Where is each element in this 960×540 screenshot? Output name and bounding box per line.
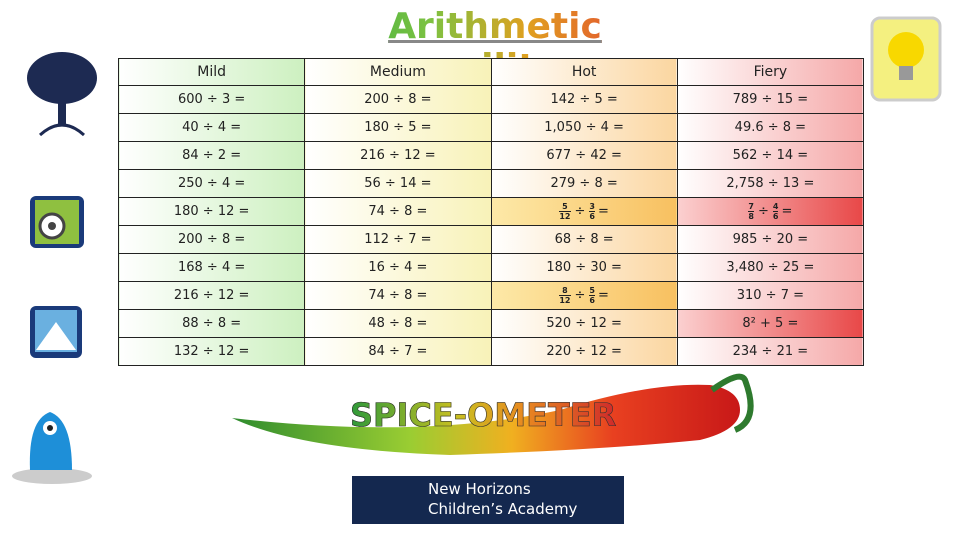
denominator: 12: [559, 296, 571, 305]
question-cell: 142 ÷ 5 =: [490, 85, 678, 114]
fraction: 5 12: [559, 202, 571, 221]
fraction: 8 12: [559, 286, 571, 305]
numerator: 7: [748, 202, 754, 212]
question-cell: 40 ÷ 4 =: [117, 113, 306, 142]
question-cell: 84 ÷ 7 =: [304, 337, 492, 366]
logo-line: New Horizons: [428, 480, 531, 498]
spice-ometer: SPICE-OMETER: [350, 396, 617, 435]
question-cell: 789 ÷ 15 =: [676, 85, 865, 114]
question-cell: 1,050 ÷ 4 =: [490, 113, 678, 142]
table-row: 88 ÷ 8 = 48 ÷ 8 = 520 ÷ 12 = 8² + 5 =: [117, 309, 865, 338]
question-cell: 279 ÷ 8 =: [490, 169, 678, 198]
target-icon: [30, 196, 84, 248]
climber-icon: [30, 306, 82, 358]
question-cell: 8² + 5 =: [676, 309, 865, 338]
equals: =: [781, 204, 793, 219]
denominator: 8: [748, 212, 754, 221]
column-header: Hot: [490, 58, 678, 86]
brain-tree: [27, 52, 97, 137]
question-cell: 56 ÷ 14 =: [304, 169, 492, 198]
question-cell: 74 ÷ 8 =: [304, 281, 492, 310]
question-cell: 112 ÷ 7 =: [304, 225, 492, 254]
operator: ÷: [574, 288, 586, 303]
lightbulb-icon: [870, 16, 942, 102]
question-cell: 200 ÷ 8 =: [304, 85, 492, 114]
table-row: 132 ÷ 12 = 84 ÷ 7 = 220 ÷ 12 = 234 ÷ 21 =: [117, 337, 865, 366]
operator: ÷: [757, 204, 769, 219]
table-row: 84 ÷ 2 = 216 ÷ 12 = 677 ÷ 42 = 562 ÷ 14 =: [117, 141, 865, 170]
denominator: 6: [589, 296, 595, 305]
question-cell: 84 ÷ 2 =: [117, 141, 306, 170]
question-cell: 310 ÷ 7 =: [676, 281, 865, 310]
logo-line: Children’s Academy: [428, 500, 578, 518]
question-cell: 7 8 ÷ 4 6 =: [676, 197, 865, 226]
question-cell: 180 ÷ 12 =: [117, 197, 306, 226]
table-row: 168 ÷ 4 = 16 ÷ 4 = 180 ÷ 30 = 3,480 ÷ 25 =: [117, 253, 865, 282]
equals: =: [597, 288, 609, 303]
table-row: 40 ÷ 4 = 180 ÷ 5 = 1,050 ÷ 4 = 49.6 ÷ 8 =: [117, 113, 865, 142]
denominator: 6: [772, 212, 779, 221]
question-cell: 16 ÷ 4 =: [304, 253, 492, 282]
numerator: 3: [589, 202, 595, 212]
table-row: 600 ÷ 3 = 200 ÷ 8 = 142 ÷ 5 = 789 ÷ 15 =: [117, 85, 865, 114]
column-header: Fiery: [676, 58, 865, 86]
question-cell: 520 ÷ 12 =: [490, 309, 678, 338]
logo: New Horizons Children’s Academy: [352, 476, 624, 524]
question-cell: 250 ÷ 4 =: [117, 169, 306, 198]
question-cell: 216 ÷ 12 =: [117, 281, 306, 310]
header-row: Mild Medium Hot Fiery: [117, 58, 865, 86]
question-cell: 180 ÷ 30 =: [490, 253, 678, 282]
question-cell: 200 ÷ 8 =: [117, 225, 306, 254]
table-row: 250 ÷ 4 = 56 ÷ 14 = 279 ÷ 8 = 2,758 ÷ 13 =: [117, 169, 865, 198]
table-row: 200 ÷ 8 = 112 ÷ 7 = 68 ÷ 8 = 985 ÷ 20 =: [117, 225, 865, 254]
question-cell: 180 ÷ 5 =: [304, 113, 492, 142]
numerator: 5: [559, 202, 571, 212]
question-cell: 8 12 ÷ 5 6 =: [490, 281, 678, 310]
question-cell: 220 ÷ 12 =: [490, 337, 678, 366]
numerator: 5: [589, 286, 595, 296]
column-header: Mild: [117, 58, 306, 86]
question-cell: 2,758 ÷ 13 =: [676, 169, 865, 198]
table-row: 216 ÷ 12 = 74 ÷ 8 = 8 12 ÷ 5 6 = 310 ÷ 7 =: [117, 281, 865, 310]
numerator: 4: [772, 202, 779, 212]
question-cell: 234 ÷ 21 =: [676, 337, 865, 366]
question-cell: 168 ÷ 4 =: [117, 253, 306, 282]
question-cell: 562 ÷ 14 =: [676, 141, 865, 170]
denominator: 6: [589, 212, 595, 221]
question-table: Mild Medium Hot Fiery 600 ÷ 3 = 200 ÷ 8 = 142 …: [117, 58, 865, 366]
question-cell: 74 ÷ 8 =: [304, 197, 492, 226]
denominator: 12: [559, 212, 571, 221]
question-cell: 5 12 ÷ 3 6 =: [490, 197, 678, 226]
question-cell: 49.6 ÷ 8 =: [676, 113, 865, 142]
question-cell: 132 ÷ 12 =: [117, 337, 306, 366]
question-cell: 677 ÷ 42 =: [490, 141, 678, 170]
question-cell: 88 ÷ 8 =: [117, 309, 306, 338]
question-cell: 3,480 ÷ 25 =: [676, 253, 865, 282]
question-cell: 48 ÷ 8 =: [304, 309, 492, 338]
question-cell: 600 ÷ 3 =: [117, 85, 306, 114]
question-cell: 216 ÷ 12 =: [304, 141, 492, 170]
monster: [12, 412, 92, 484]
question-cell: 68 ÷ 8 =: [490, 225, 678, 254]
numerator: 8: [559, 286, 571, 296]
operator: ÷: [574, 204, 586, 219]
equals: =: [597, 204, 609, 219]
question-cell: 985 ÷ 20 =: [676, 225, 865, 254]
chili: [232, 373, 754, 455]
table-row: 180 ÷ 12 = 74 ÷ 8 = 5 12 ÷ 3 6 = 7 8 ÷ 4 6 =: [117, 197, 865, 226]
column-header: Medium: [304, 58, 492, 86]
